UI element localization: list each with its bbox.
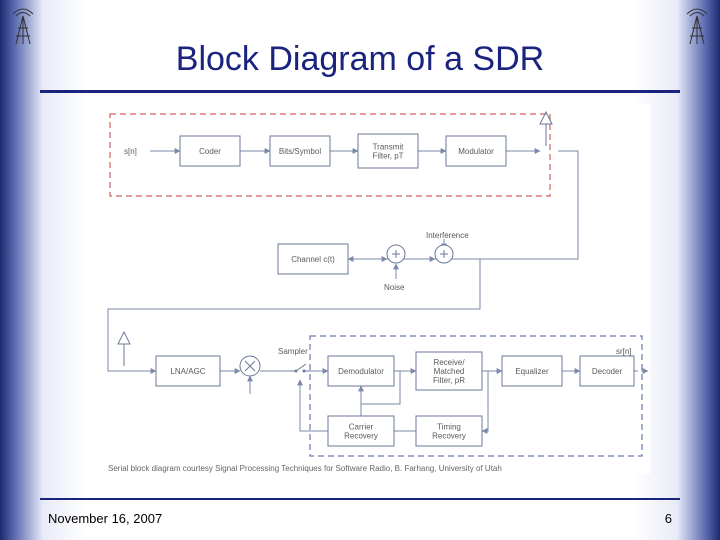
footer-date: November 16, 2007 bbox=[48, 511, 162, 526]
svg-text:Channel c(t): Channel c(t) bbox=[291, 255, 335, 264]
svg-text:Matched: Matched bbox=[434, 367, 465, 376]
svg-text:Recovery: Recovery bbox=[344, 432, 378, 441]
svg-text:Transmit: Transmit bbox=[373, 143, 405, 152]
sampler-label: Sampler bbox=[278, 347, 308, 356]
svg-text:Timing: Timing bbox=[437, 423, 461, 432]
svg-text:LNA/AGC: LNA/AGC bbox=[170, 367, 205, 376]
output-sr: sr[n] bbox=[616, 347, 632, 356]
diagram-credit: Serial block diagram courtesy Signal Pro… bbox=[108, 464, 502, 473]
svg-text:Recovery: Recovery bbox=[432, 432, 466, 441]
footer-rule bbox=[40, 498, 680, 500]
interf-label: Interference bbox=[426, 231, 469, 240]
svg-text:Filter, pR: Filter, pR bbox=[433, 376, 465, 385]
svg-text:Filter, pT: Filter, pT bbox=[372, 152, 403, 161]
input-sn: s[n] bbox=[124, 147, 137, 156]
svg-text:Carrier: Carrier bbox=[349, 423, 374, 432]
block-diagram: s[n] Coder Bits/Symbol TransmitFilter, pT Mo… bbox=[100, 104, 650, 474]
noise-label: Noise bbox=[384, 283, 405, 292]
svg-text:Decoder: Decoder bbox=[592, 367, 623, 376]
rx-antenna bbox=[118, 332, 130, 344]
title-rule bbox=[40, 90, 680, 93]
svg-text:Bits/Symbol: Bits/Symbol bbox=[279, 147, 321, 156]
svg-text:Receive/: Receive/ bbox=[433, 358, 465, 367]
svg-text:Modulator: Modulator bbox=[458, 147, 494, 156]
slide-title: Block Diagram of a SDR bbox=[0, 40, 720, 79]
footer-page: 6 bbox=[665, 511, 672, 526]
svg-text:Demodulator: Demodulator bbox=[338, 367, 384, 376]
svg-text:Coder: Coder bbox=[199, 147, 221, 156]
svg-text:Equalizer: Equalizer bbox=[515, 367, 549, 376]
